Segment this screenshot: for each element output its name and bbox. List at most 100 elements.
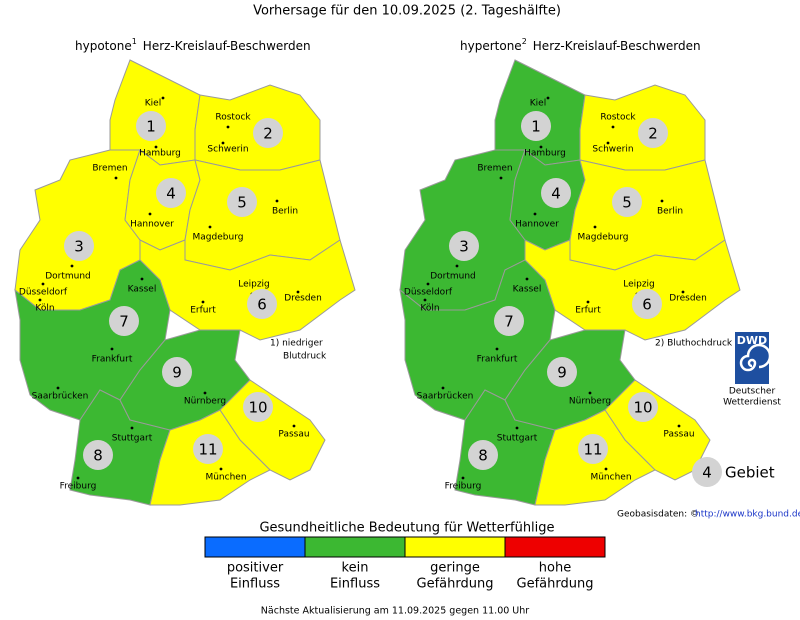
subtitle-part: 2 xyxy=(522,37,527,46)
region-number: 1 xyxy=(531,118,541,136)
city-dot xyxy=(455,264,459,268)
city-dot xyxy=(110,347,114,351)
region-number: 3 xyxy=(74,238,84,256)
region-number: 8 xyxy=(478,447,488,465)
city-dot xyxy=(495,347,499,351)
map-note: 2) Bluthochdruck xyxy=(655,339,733,349)
region-marker xyxy=(632,289,662,319)
city-dot xyxy=(219,467,223,471)
city-label: Köln xyxy=(35,304,54,314)
source-link[interactable]: http://www.bkg.bund.de xyxy=(695,510,800,520)
region-number: 8 xyxy=(93,447,103,465)
city-dot xyxy=(70,264,74,268)
region-number: 5 xyxy=(622,194,632,212)
legend-label: geringe xyxy=(430,561,480,576)
region-marker xyxy=(541,178,571,208)
subtitle-part: hypotone xyxy=(75,39,132,53)
legend-label: Gefährdung xyxy=(517,577,594,592)
city-label: Saarbrücken xyxy=(32,392,89,402)
city-label: Saarbrücken xyxy=(417,392,474,402)
legend-swatch xyxy=(304,536,406,558)
region-number: 11 xyxy=(198,441,217,459)
legend-label: Einfluss xyxy=(230,577,280,592)
city-dot xyxy=(461,476,465,480)
footer: Nächste Aktualisierung am 11.09.2025 geg… xyxy=(261,606,529,617)
city-label: Bremen xyxy=(92,164,127,174)
city-label: Frankfurt xyxy=(477,355,518,365)
city-label: Düsseldorf xyxy=(404,288,453,298)
city-dot xyxy=(499,176,503,180)
legend-label: kein xyxy=(342,561,369,576)
city-dot xyxy=(525,277,529,281)
region-marker xyxy=(494,306,524,336)
city-label: Köln xyxy=(420,304,439,314)
city-dot xyxy=(677,424,681,428)
region-number: 10 xyxy=(248,399,267,417)
city-dot xyxy=(226,125,230,129)
legend-label: positiver xyxy=(227,561,284,576)
city-label: München xyxy=(590,473,631,483)
logo-spiral xyxy=(739,343,772,372)
region-marker xyxy=(136,111,166,141)
city-label: Düsseldorf xyxy=(19,288,68,298)
city-dot xyxy=(130,426,134,430)
key-number: 4 xyxy=(702,464,712,482)
city-dot xyxy=(154,145,158,149)
subtitle-part: Herz-Kreislauf-Beschwerden xyxy=(533,39,701,53)
city-dot xyxy=(604,467,608,471)
legend-swatch xyxy=(204,536,306,558)
city-dot xyxy=(140,277,144,281)
logo-text: Wetterdienst xyxy=(723,398,781,408)
region-number: 10 xyxy=(633,399,652,417)
city-label: Rostock xyxy=(215,113,251,123)
source-label: Geobasisdaten: © xyxy=(617,510,699,520)
city-label: Rostock xyxy=(600,113,636,123)
region-marker xyxy=(156,178,186,208)
subtitle-part: Herz-Kreislauf-Beschwerden xyxy=(143,39,311,53)
region xyxy=(184,159,341,271)
region-marker xyxy=(83,440,113,470)
city-label: Hannover xyxy=(515,220,559,230)
legend-label: Gefährdung xyxy=(417,577,494,592)
city-label: Nürnberg xyxy=(184,397,226,407)
city-dot xyxy=(441,386,445,390)
city-label: München xyxy=(205,473,246,483)
region-number: 1 xyxy=(146,118,156,136)
region-number: 7 xyxy=(119,313,129,331)
city-dot xyxy=(201,300,205,304)
map-subtitle: hypotone1 Herz-Kreislauf-Beschwerden xyxy=(75,37,311,53)
map-subtitle: hypertone2 Herz-Kreislauf-Beschwerden xyxy=(460,37,701,53)
map: Kiel Rostock Hamburg Schwerin Bremen Hannover… xyxy=(14,37,356,506)
region-marker xyxy=(628,392,658,422)
city-label: Kiel xyxy=(145,99,161,109)
city-label: Stuttgart xyxy=(497,434,538,444)
region-marker xyxy=(247,289,277,319)
region-number: 11 xyxy=(583,441,602,459)
region-number: 4 xyxy=(166,185,176,203)
map: Kiel Rostock Hamburg Schwerin Bremen Hannover… xyxy=(399,37,741,506)
city-dot xyxy=(203,391,207,395)
logo-box xyxy=(735,332,769,384)
logo-abbr: DWD xyxy=(737,334,767,347)
region-number: 2 xyxy=(263,125,273,143)
city-label: Hamburg xyxy=(139,149,181,159)
region-marker xyxy=(109,306,139,336)
region-number: 5 xyxy=(237,194,247,212)
region-number: 6 xyxy=(642,296,652,314)
map-note: 1) niedriger xyxy=(270,339,323,349)
city-dot xyxy=(161,96,165,100)
region-marker xyxy=(243,392,273,422)
city-dot xyxy=(660,199,664,203)
logo-text: Deutscher xyxy=(729,387,776,397)
region-marker xyxy=(612,187,642,217)
region-marker xyxy=(578,434,608,464)
city-dot xyxy=(56,386,60,390)
city-label: Freiburg xyxy=(445,482,482,492)
city-label: Dresden xyxy=(284,294,322,304)
city-dot xyxy=(221,141,225,145)
legend-label: hohe xyxy=(539,561,571,576)
region-marker xyxy=(449,231,479,261)
region xyxy=(139,239,356,341)
city-label: Dortmund xyxy=(430,272,476,282)
